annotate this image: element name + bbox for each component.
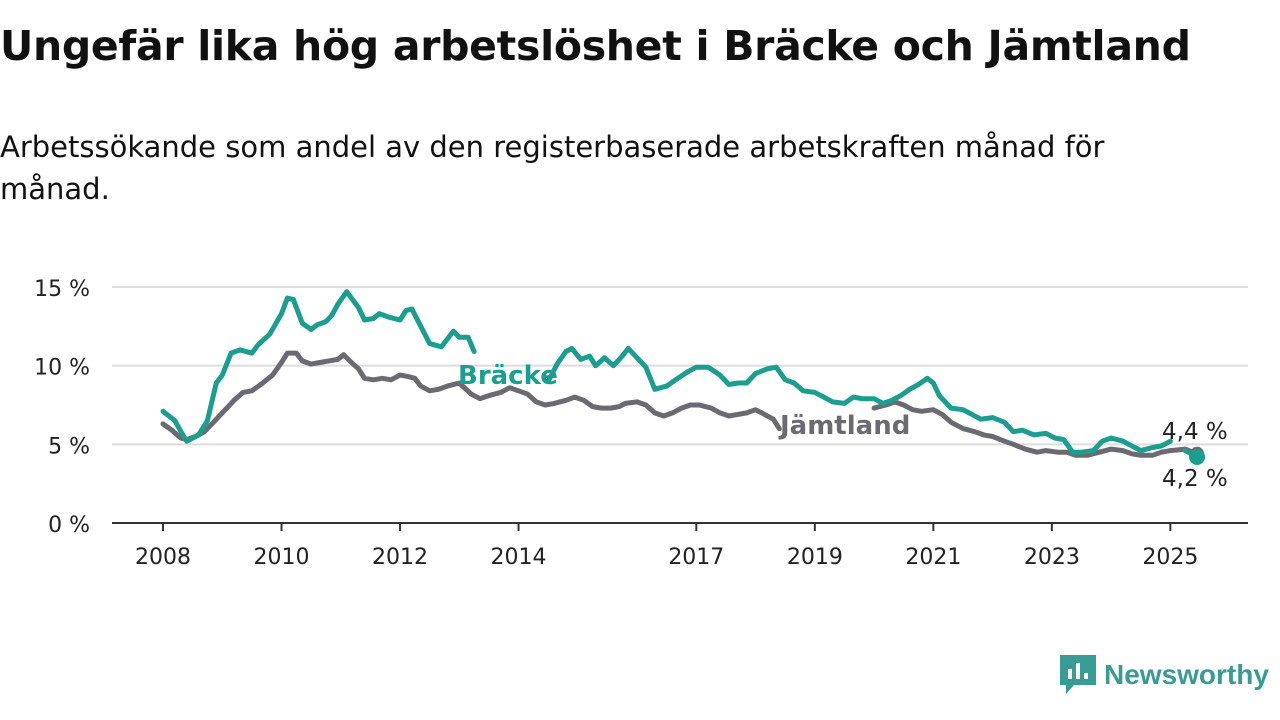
- end-value-label-jamtland: 4,4 %: [1162, 419, 1228, 445]
- x-tick-label: 2010: [254, 545, 310, 570]
- end-value-label-bracke: 4,2 %: [1162, 466, 1228, 492]
- series-line-jamtland: [160, 350, 782, 443]
- grid-lines: [112, 286, 1248, 446]
- x-tick-label: 2017: [668, 545, 724, 570]
- x-tick-label: 2012: [372, 545, 428, 570]
- x-tick-label: 2023: [1024, 545, 1080, 570]
- series-lines: [160, 289, 1206, 465]
- series-label-bracke: Bräcke: [458, 361, 558, 391]
- y-tick-label: 10 %: [34, 356, 90, 381]
- y-tick-label: 0 %: [48, 513, 90, 538]
- chart-subtitle: Arbetssökande som andel av den registerb…: [0, 130, 1105, 206]
- x-tick-label: 2025: [1142, 545, 1198, 570]
- brand-name: Newsworthy: [1104, 659, 1269, 690]
- end-point-bracke: [1189, 448, 1206, 465]
- series-labels: Bräcke Jämtland 4,4 % 4,2 %: [458, 361, 1228, 492]
- axes: 0 % 5 % 10 % 15 % 2008 2010 2012 2014 2017 2019 20…: [34, 277, 1248, 570]
- series-line-jamtland: [871, 399, 1200, 458]
- series-line-bracke: [160, 289, 477, 444]
- y-tick-label: 5 %: [48, 434, 90, 459]
- x-tick-label: 2021: [905, 545, 961, 570]
- newsworthy-logo: Newsworthy: [1060, 655, 1269, 695]
- x-tick-label: 2014: [491, 545, 547, 570]
- x-tick-label: 2008: [135, 545, 191, 570]
- y-tick-label: 15 %: [34, 277, 90, 302]
- series-label-jamtland: Jämtland: [778, 411, 910, 441]
- x-tick-label: 2019: [787, 545, 843, 570]
- chart-title: Ungefär lika hög arbetslöshet i Bräcke o…: [0, 22, 1191, 70]
- series-line-bracke: [545, 345, 1173, 455]
- newsworthy-logo-icon: [1060, 655, 1096, 694]
